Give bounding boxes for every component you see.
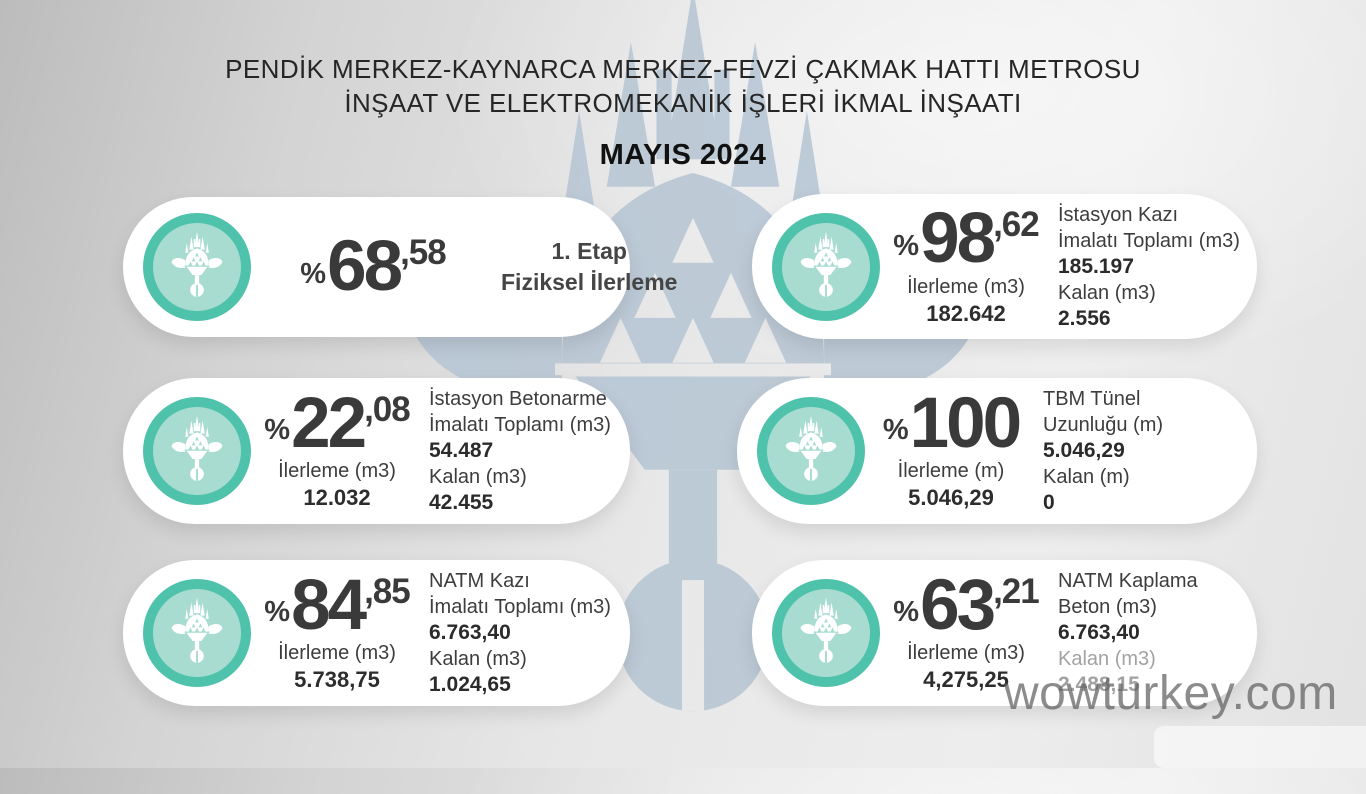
ibb-logo-icon: [143, 579, 251, 687]
metric-title-line1: İstasyon Betonarme: [429, 388, 607, 410]
metric-title-line2: Uzunluğu (m): [1043, 414, 1164, 436]
progress-label: İlerleme (m3): [907, 642, 1025, 665]
metric-title-line1: 1. Etap: [551, 238, 627, 264]
percent-group: % 100: [882, 383, 1022, 463]
ibb-logo-icon: [757, 397, 865, 505]
metric-title-line1: İstasyon Kazı: [1058, 203, 1179, 226]
ibb-logo-icon: [772, 579, 880, 687]
percent-sign: %: [893, 229, 920, 262]
progress-label: İlerleme (m3): [278, 642, 396, 665]
percent-group: % 68 ,58: [300, 227, 447, 307]
metric-title-line2: İmalatı Toplamı (m3): [429, 414, 611, 436]
percent-group: % 63 ,21: [893, 565, 1040, 645]
ibb-tulip-emblem-icon: [795, 595, 857, 671]
progress-value: 5.046,29: [908, 485, 994, 511]
progress-value: 4,275,25: [923, 667, 1009, 693]
metric-card-istasyon-kazi: % 98 ,62 İlerleme (m3) 182.642 İstasyon …: [752, 194, 1257, 339]
percent-decimal: ,62: [993, 205, 1040, 245]
page-title-line2: İNŞAAT VE ELEKTROMEKANİK İŞLERİ İKMAL İN…: [344, 88, 1022, 118]
metric-title-line1: NATM Kazı: [429, 570, 530, 592]
ibb-tulip-emblem-icon: [780, 413, 842, 489]
percent-integer: 22: [291, 383, 367, 463]
percent-decimal: ,58: [400, 233, 447, 273]
total-value: 6.763,40: [1058, 621, 1140, 644]
metric-card-tbm-tunel: % 100 İlerleme (m) 5.046,29 TBM Tünel Uz…: [737, 378, 1257, 524]
remaining-label: Kalan (m3): [429, 466, 527, 488]
ibb-logo-icon: [143, 213, 251, 321]
ibb-logo-icon: [772, 212, 880, 321]
percent-integer: 100: [909, 383, 1022, 463]
watermark-text: wowturkey.com: [1004, 667, 1338, 720]
percent-decimal: ,08: [364, 389, 411, 429]
ibb-logo-icon: [143, 397, 251, 505]
percent-integer: 98: [920, 199, 996, 279]
metric-title-line2: İmalatı Toplamı (m3): [429, 596, 611, 618]
ibb-tulip-emblem-icon: [166, 595, 228, 671]
percent-group: % 84 ,85: [264, 565, 411, 645]
progress-label: İlerleme (m3): [278, 460, 396, 483]
remaining-label: Kalan (m3): [1058, 281, 1156, 304]
total-value: 54.487: [429, 439, 494, 462]
metric-card-natm-kazi: % 84 ,85 İlerleme (m3) 5.738,75 NATM Kaz…: [123, 560, 630, 706]
remaining-value: 0: [1043, 491, 1055, 514]
percent-integer: 68: [327, 227, 403, 307]
metric-title-line1: NATM Kaplama: [1058, 570, 1198, 592]
remaining-label: Kalan (m): [1043, 466, 1130, 488]
percent-sign: %: [300, 257, 327, 290]
remaining-value: 2.488,15: [1058, 673, 1140, 696]
period-label: MAYIS 2024: [599, 139, 767, 171]
ibb-tulip-emblem-icon: [166, 413, 228, 489]
progress-value: 182.642: [926, 300, 1006, 326]
percent-sign: %: [264, 596, 291, 629]
percent-integer: 63: [920, 565, 996, 645]
percent-integer: 84: [291, 565, 367, 645]
percent-decimal: ,21: [993, 571, 1040, 611]
percent-sign: %: [264, 414, 291, 447]
percent-group: % 98 ,62: [893, 199, 1040, 279]
progress-label: İlerleme (m3): [907, 275, 1025, 298]
percent-sign: %: [893, 596, 920, 629]
remaining-value: 2.556: [1058, 306, 1111, 330]
remaining-value: 42.455: [429, 491, 494, 514]
remaining-label: Kalan (m3): [429, 648, 527, 670]
metric-card-istasyon-betonarme: % 22 ,08 İlerleme (m3) 12.032 İstasyon B…: [123, 378, 630, 524]
total-value: 6.763,40: [429, 621, 511, 644]
metric-title-line2: İmalatı Toplamı (m3): [1058, 229, 1240, 252]
total-value: 185.197: [1058, 254, 1134, 278]
ibb-tulip-emblem-icon: [795, 229, 857, 304]
percent-decimal: ,85: [364, 571, 411, 611]
ibb-tulip-emblem-icon: [166, 229, 228, 305]
progress-label: İlerleme (m): [897, 460, 1005, 483]
metric-title-line1: TBM Tünel: [1043, 388, 1141, 410]
percent-sign: %: [882, 414, 909, 447]
metric-title-line2: Fiziksel İlerleme: [501, 269, 678, 295]
metric-title-line2: Beton (m3): [1058, 596, 1157, 618]
progress-value: 12.032: [303, 485, 371, 511]
total-value: 5.046,29: [1043, 439, 1125, 462]
remaining-label: Kalan (m3): [1058, 648, 1156, 670]
remaining-value: 1.024,65: [429, 673, 511, 696]
corner-highlight-panel: [1154, 726, 1366, 768]
progress-value: 5.738,75: [294, 667, 380, 693]
percent-group: % 22 ,08: [264, 383, 411, 463]
metric-card-etap: % 68 ,58 1. Etap Fiziksel İlerleme: [123, 197, 677, 337]
page-title-line1: PENDİK MERKEZ-KAYNARCA MERKEZ-FEVZİ ÇAKM…: [225, 54, 1141, 84]
